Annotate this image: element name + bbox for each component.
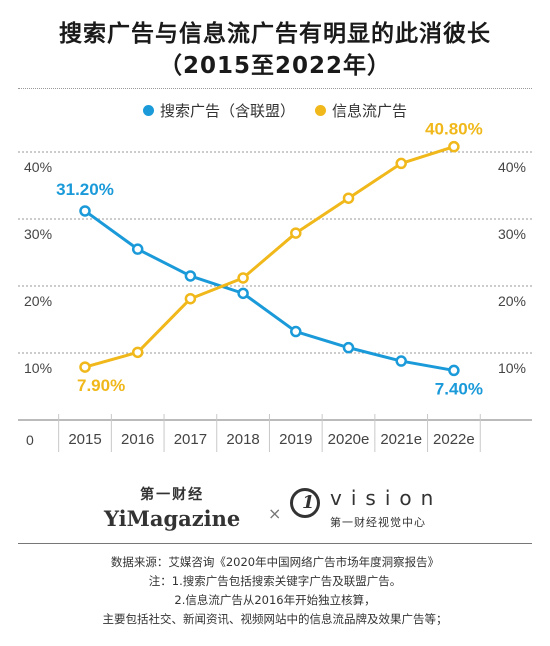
brand-right-en: vision	[330, 486, 443, 510]
series-1-point-1	[131, 346, 144, 359]
footer-divider	[18, 543, 532, 544]
x-tick-label-6: 2021e	[380, 431, 422, 448]
x-tick-label-0: 2015	[68, 431, 101, 448]
x-tick-label-5: 2020e	[328, 431, 370, 448]
line-chart: 0 10% 10% 20% 20% 30% 30% 40% 40% 2015 2016 2017 201…	[18, 120, 532, 452]
y-tick-label-left-2: 20%	[24, 293, 52, 309]
data-label-0: 31.20%	[56, 180, 114, 199]
x-tick-label-2: 2017	[174, 431, 207, 448]
note-1: 注：1.搜索广告包括搜索关键字广告及联盟广告。	[148, 574, 402, 588]
vision-circle-icon: 1	[290, 488, 320, 518]
legend-label-search: 搜索广告（含联盟）	[159, 102, 295, 120]
series-1-point-3	[237, 272, 249, 284]
legend-swatch-search	[142, 105, 154, 116]
series-1-point-7	[448, 140, 460, 153]
y-tick-label-right-1: 10%	[498, 360, 526, 376]
series-0-point-0	[79, 205, 91, 217]
series-1-point-4	[290, 227, 302, 239]
source-notes: 数据来源：艾媒咨询《2020年中国网络广告市场年度洞察报告》 注：1.搜索广告包…	[0, 553, 550, 629]
y-tick-label-left-4: 40%	[24, 159, 52, 175]
brand-left-en: YiMagazine	[104, 506, 241, 531]
y-tick-label-right-4: 40%	[498, 159, 526, 175]
brand-separator: ×	[268, 504, 282, 523]
note-source: 数据来源：艾媒咨询《2020年中国网络广告市场年度洞察报告》	[110, 555, 440, 569]
title-divider	[18, 88, 532, 89]
brand-bar: 第一财经 YiMagazine × 1 vision 第一财经视觉中心	[0, 484, 550, 544]
series-0-point-3	[237, 287, 249, 300]
data-label-2: 40.80%	[425, 120, 483, 139]
note-3: 主要包括社交、新闻资讯、视频网站中的信息流品牌及效果广告等；	[102, 612, 448, 626]
chart-title: 搜索广告与信息流广告有明显的此消彼长	[59, 21, 491, 47]
yimagazine-logo: 第一财经 YiMagazine	[104, 484, 240, 531]
y-tick-label-left-3: 30%	[24, 226, 52, 242]
series-0-point-1	[131, 243, 144, 255]
note-2: 2.信息流广告从2016年开始独立核算，	[174, 593, 376, 607]
y-tick-label-right-2: 20%	[498, 293, 526, 309]
legend-label-feed: 信息流广告	[332, 102, 408, 120]
series-0-point-5	[342, 341, 355, 354]
brand-left-cn: 第一财经	[140, 487, 205, 503]
brand-right-cn: 第一财经视觉中心	[330, 516, 426, 529]
series-0-point-7	[448, 364, 460, 377]
y-tick-label-right-3: 30%	[498, 226, 526, 242]
x-tick-label-4: 2019	[279, 431, 312, 448]
x-tick-label-7: 2022e	[433, 431, 475, 448]
data-label-3: 7.40%	[435, 379, 483, 398]
x-tick-label-1: 2016	[121, 431, 154, 448]
series-1-point-6	[395, 157, 407, 170]
vision-logo-mark: 1	[302, 492, 315, 513]
series-line-0	[83, 209, 456, 372]
series-line-1	[83, 145, 456, 369]
legend-item-search: 搜索广告（含联盟）	[142, 100, 295, 121]
series-1-point-2	[184, 292, 197, 305]
series-0-point-6	[395, 355, 407, 367]
data-label-1: 7.90%	[77, 376, 125, 395]
series-1-point-5	[342, 192, 355, 204]
legend: 搜索广告（含联盟） 信息流广告	[0, 100, 550, 121]
legend-item-feed: 信息流广告	[315, 100, 407, 121]
chart-subtitle: （2015至2022年）	[158, 53, 392, 79]
series-0-point-2	[184, 270, 197, 282]
y-tick-label-zero: 0	[26, 432, 34, 448]
x-tick-label-3: 2018	[226, 431, 259, 448]
series-1-point-0	[79, 361, 91, 373]
y-tick-label-left-1: 10%	[24, 360, 52, 376]
series-0-point-4	[290, 325, 302, 338]
legend-swatch-feed	[315, 105, 326, 116]
